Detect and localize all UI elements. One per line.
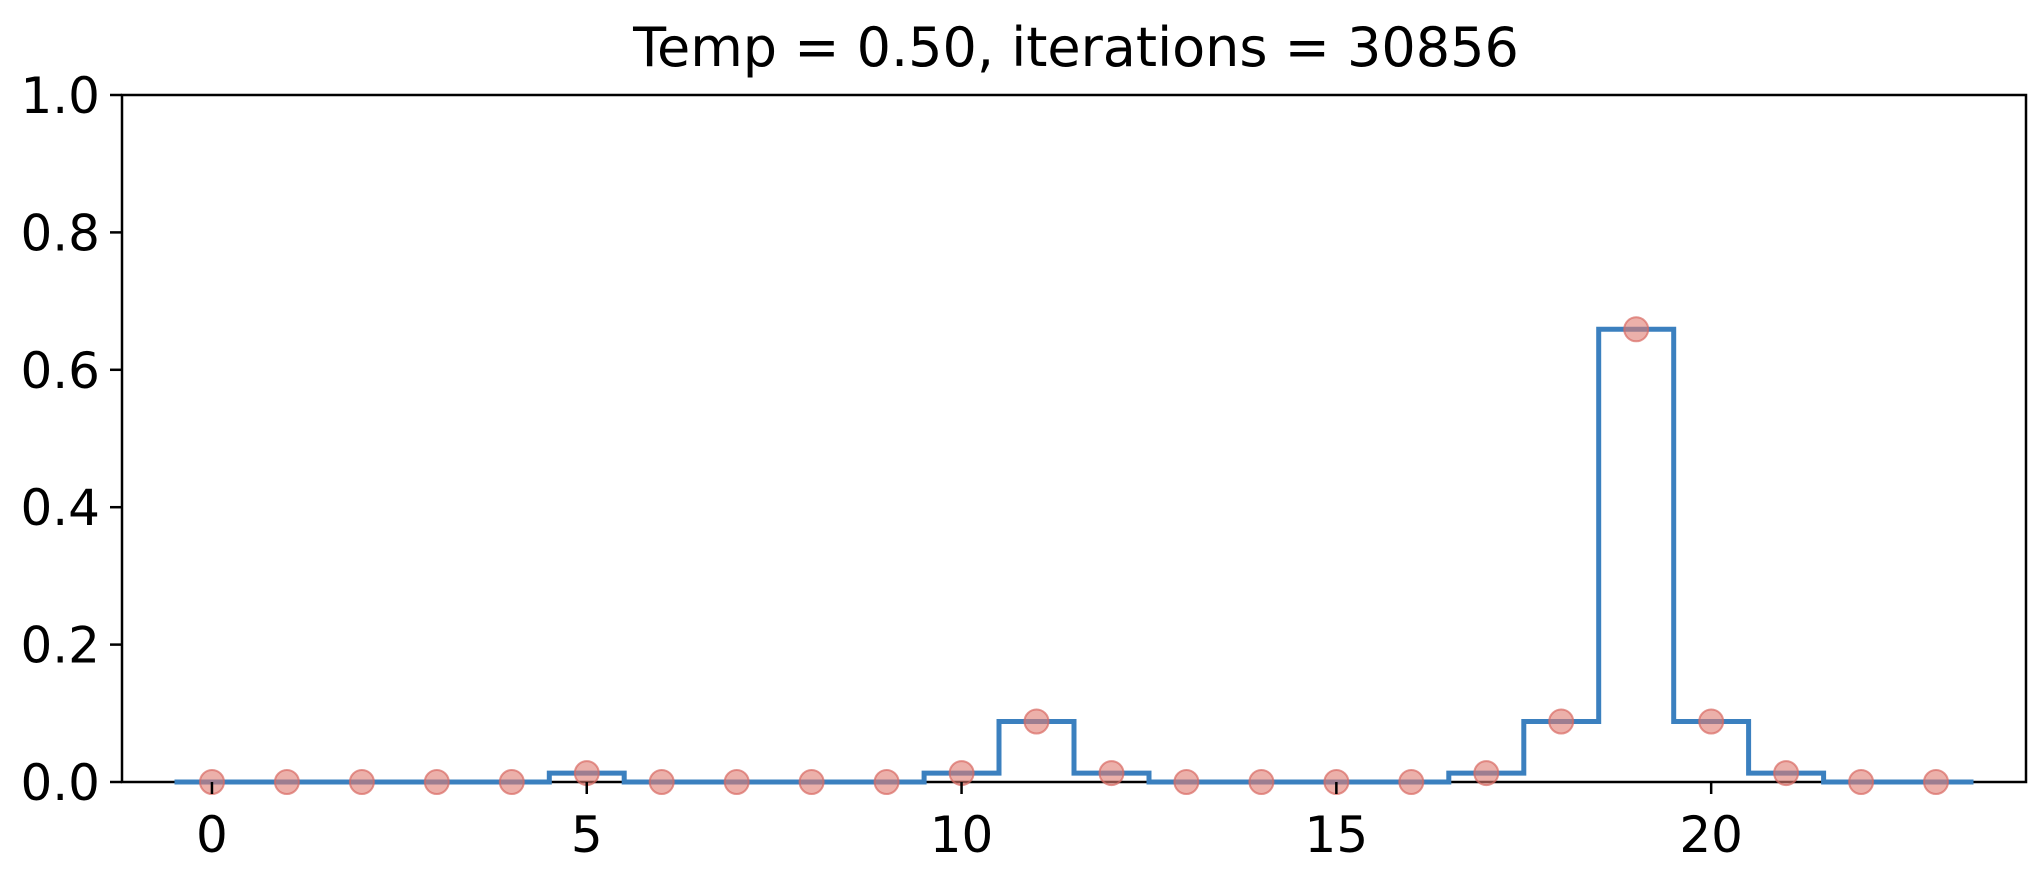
data-point-marker bbox=[573, 760, 600, 787]
data-point-marker bbox=[648, 769, 675, 795]
data-point-marker bbox=[1098, 760, 1125, 787]
chart-title: Temp = 0.50, iterations = 30856 bbox=[632, 16, 1519, 79]
x-tick-label: 0 bbox=[196, 806, 228, 864]
y-tick-label: 0.8 bbox=[20, 204, 100, 262]
y-tick-label: 1.0 bbox=[20, 67, 100, 125]
x-tick-label: 5 bbox=[571, 806, 603, 864]
data-point-marker bbox=[948, 760, 975, 787]
data-point-marker bbox=[1173, 769, 1200, 795]
data-point-marker bbox=[1698, 708, 1725, 735]
step-line-series bbox=[174, 326, 1974, 785]
y-tick-label: 0.2 bbox=[20, 617, 100, 675]
data-point-marker bbox=[1848, 769, 1875, 795]
ticks-layer: 0 5 10 15 20 0.0 0.2 0.4 0.6 0.8 1.0 bbox=[20, 67, 1743, 864]
data-point-marker bbox=[1473, 760, 1500, 787]
x-tick-label: 20 bbox=[1679, 806, 1743, 864]
data-point-marker bbox=[1623, 316, 1650, 343]
data-point-marker bbox=[1773, 760, 1800, 787]
data-point-marker bbox=[1248, 769, 1275, 795]
data-point-marker bbox=[873, 769, 900, 795]
data-point-marker bbox=[1548, 708, 1575, 735]
plot-frame bbox=[120, 93, 2028, 784]
x-tick-label: 10 bbox=[930, 806, 994, 864]
data-point-marker bbox=[423, 769, 450, 795]
data-point-marker bbox=[1023, 708, 1050, 735]
data-point-marker bbox=[723, 769, 750, 795]
series-layer bbox=[174, 316, 1974, 795]
data-point-marker bbox=[1398, 769, 1425, 795]
data-point-marker bbox=[1923, 769, 1949, 795]
data-point-marker bbox=[348, 769, 375, 795]
y-tick-label: 0.6 bbox=[20, 342, 100, 400]
data-point-marker bbox=[273, 769, 300, 795]
data-point-marker bbox=[498, 769, 525, 795]
x-tick-label: 15 bbox=[1305, 806, 1369, 864]
axes-layer bbox=[120, 93, 2028, 784]
data-point-marker bbox=[798, 769, 825, 795]
y-tick-label: 0.4 bbox=[20, 479, 100, 537]
y-tick-label: 0.0 bbox=[20, 754, 100, 812]
